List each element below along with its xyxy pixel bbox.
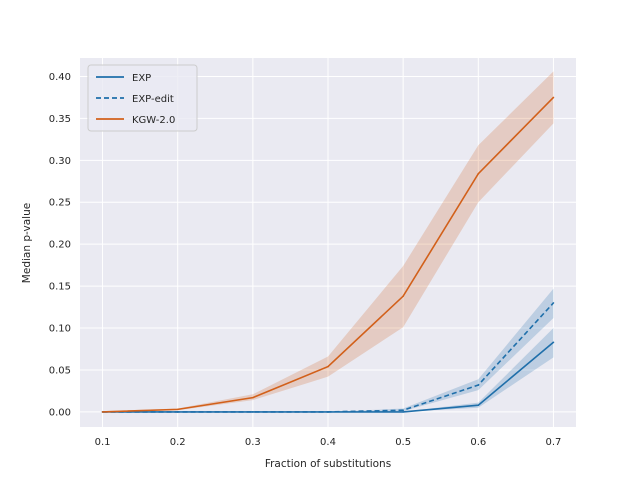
y-tick-label: 0.40: [49, 72, 71, 83]
point-exp-edit: [327, 411, 329, 413]
point-kgw-2-0: [552, 96, 555, 99]
point-kgw-2-0: [176, 408, 179, 411]
point-exp-edit: [252, 411, 254, 413]
y-tick-labels: 0.00 0.05 0.10 0.15 0.20 0.25 0.30 0.35 0.40: [49, 72, 71, 418]
x-tick-label: 0.1: [95, 437, 111, 448]
point-exp: [552, 341, 555, 344]
series-lines: [101, 96, 555, 413]
y-tick-label: 0.25: [49, 198, 71, 209]
legend-box: [87, 64, 198, 132]
legend-label-exp: EXP: [132, 73, 151, 84]
point-exp-edit: [552, 302, 555, 304]
y-tick-label: 0.05: [49, 365, 71, 376]
x-tick-label: 0.4: [320, 437, 336, 448]
x-tick-label: 0.5: [395, 437, 411, 448]
y-axis-label: Median p-value: [21, 203, 33, 283]
x-tick-label: 0.7: [546, 437, 562, 448]
y-tick-label: 0.00: [49, 407, 71, 418]
legend-label-kgw-2-0: KGW-2.0: [132, 115, 175, 126]
y-tick-label: 0.30: [49, 156, 71, 167]
y-tick-label: 0.15: [49, 282, 71, 293]
point-exp: [477, 404, 480, 406]
legend: EXP EXP-edit KGW-2.0: [87, 64, 198, 132]
x-tick-labels: 0.1 0.2 0.3 0.4 0.5 0.6 0.7: [95, 437, 562, 448]
x-axis-label: Fraction of substitutions: [265, 458, 391, 470]
x-tick-label: 0.6: [470, 437, 486, 448]
y-tick-label: 0.35: [49, 114, 71, 125]
point-kgw-2-0: [101, 411, 104, 413]
point-kgw-2-0: [327, 365, 329, 368]
point-kgw-2-0: [402, 295, 404, 297]
y-tick-label: 0.20: [49, 240, 71, 251]
point-exp-edit: [477, 384, 480, 386]
legend-label-exp-edit: EXP-edit: [132, 94, 174, 105]
point-exp: [402, 411, 404, 413]
x-tick-label: 0.3: [245, 437, 261, 448]
point-exp-edit: [402, 409, 404, 412]
x-tick-label: 0.2: [170, 437, 186, 448]
point-kgw-2-0: [252, 396, 254, 399]
point-exp-edit: [176, 411, 179, 413]
point-kgw-2-0: [477, 172, 480, 175]
y-tick-label: 0.10: [49, 324, 71, 335]
